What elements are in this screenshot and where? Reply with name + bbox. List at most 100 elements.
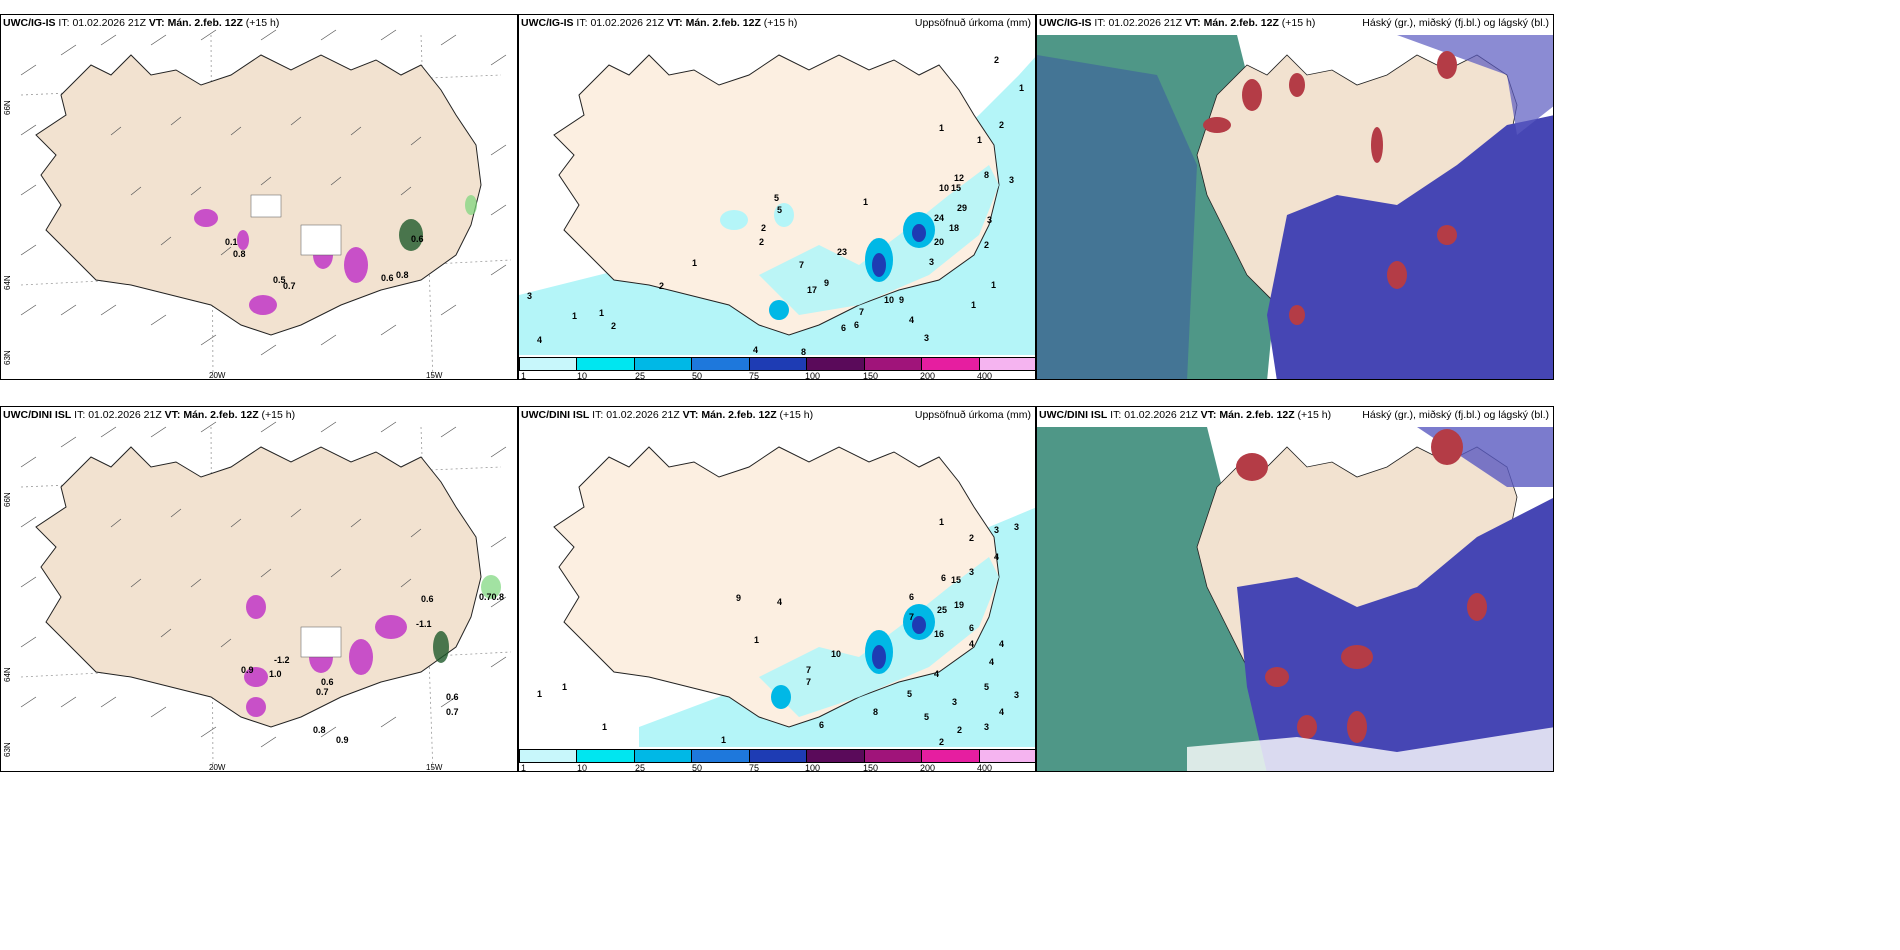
field-label: Háský (gr.), miðský (fj.bl.) og lágský (… xyxy=(1362,409,1549,421)
value-label: 19 xyxy=(954,600,965,610)
legend-swatch xyxy=(807,358,865,370)
value-label: 4 xyxy=(537,335,543,345)
legend-tick: 150 xyxy=(863,763,879,772)
value-label: 0.9 xyxy=(241,665,254,675)
legend-tick: 25 xyxy=(635,371,646,380)
lon-label: 15W xyxy=(426,763,443,772)
value-label: 0.5 xyxy=(273,275,286,285)
value-label: 4 xyxy=(969,639,975,649)
value-label: 7 xyxy=(806,665,812,675)
value-label: 2 xyxy=(659,281,665,291)
value-label: -1.2 xyxy=(274,655,290,665)
legend-swatch xyxy=(577,750,635,762)
value-label: 1 xyxy=(977,135,983,145)
lon-label: 15W xyxy=(426,371,443,380)
legend-tick: 75 xyxy=(749,763,760,772)
panel-bottom-middle-precip: UWC/DINI ISL IT: 01.02.2026 21Z VT: Mán.… xyxy=(518,406,1036,772)
value-label: 2 xyxy=(759,237,765,247)
map-canvas xyxy=(1037,407,1553,771)
value-label: 16 xyxy=(934,629,945,639)
legend-swatch xyxy=(749,750,808,762)
panel-title: UWC/IG-IS IT: 01.02.2026 21Z VT: Mán. 2.… xyxy=(1039,17,1316,29)
value-label: 1 xyxy=(692,258,698,268)
value-label: 2 xyxy=(761,223,767,233)
legend-tick: 100 xyxy=(805,371,821,380)
value-label: 7 xyxy=(859,307,865,317)
value-label: 1 xyxy=(939,517,945,527)
value-label: -1.1 xyxy=(416,619,432,629)
legend-swatch xyxy=(864,358,923,370)
value-label: 5 xyxy=(777,205,783,215)
value-label: 6 xyxy=(819,720,825,730)
legend-tick: 50 xyxy=(692,371,703,380)
value-label: 3 xyxy=(952,697,958,707)
legend-tick: 400 xyxy=(977,763,993,772)
legend-tick: 200 xyxy=(920,763,936,772)
value-label: 3 xyxy=(994,525,1000,535)
value-label: 29 xyxy=(957,203,968,213)
value-label: 1 xyxy=(562,682,568,692)
value-label: 3 xyxy=(527,291,533,301)
value-label: 0.6 xyxy=(446,692,459,702)
precip-legend xyxy=(519,749,1035,763)
value-label: 7 xyxy=(806,677,812,687)
value-label: 4 xyxy=(753,345,759,355)
value-label: 6 xyxy=(941,573,947,583)
map-canvas xyxy=(1037,15,1553,379)
legend-swatch xyxy=(922,750,980,762)
value-label: 3 xyxy=(969,567,975,577)
lat-label: 66N xyxy=(3,492,12,507)
value-label: 1 xyxy=(991,280,997,290)
lat-label: 64N xyxy=(3,667,12,682)
field-label: Uppsöfnuð úrkoma (mm) xyxy=(914,17,1031,29)
legend-swatch xyxy=(520,358,578,370)
map-canvas xyxy=(519,446,1035,771)
legend-swatch xyxy=(979,358,1035,370)
legend-swatch xyxy=(634,358,693,370)
legend-tick: 200 xyxy=(920,371,936,380)
value-label: 9 xyxy=(824,278,830,288)
legend-tick: 10 xyxy=(577,763,588,772)
value-label: 0.7 xyxy=(283,281,296,291)
value-label: 10 xyxy=(831,649,842,659)
legend-swatch xyxy=(749,358,808,370)
value-label: 7 xyxy=(799,260,805,270)
panel-bottom-right-clouds: UWC/DINI ISL IT: 01.02.2026 21Z VT: Mán.… xyxy=(1036,406,1554,772)
value-label: 2 xyxy=(611,321,617,331)
legend-swatch xyxy=(577,358,635,370)
value-label: 0.7 xyxy=(446,707,459,717)
value-label: 15 xyxy=(951,575,962,585)
value-label: 3 xyxy=(1009,175,1015,185)
value-label: 2 xyxy=(957,725,963,735)
value-label: 1 xyxy=(602,722,608,732)
value-label: 2 xyxy=(939,737,945,747)
value-label: 23 xyxy=(837,247,848,257)
value-label: 1 xyxy=(971,300,977,310)
value-label: 0.8 xyxy=(396,270,409,280)
value-label: 20 xyxy=(934,237,945,247)
legend-tick: 1 xyxy=(521,763,527,772)
panel-title: UWC/DINI ISL IT: 01.02.2026 21Z VT: Mán.… xyxy=(3,409,296,421)
panel-bottom-left-wind-temp: UWC/DINI ISL IT: 01.02.2026 21Z VT: Mán.… xyxy=(0,406,518,772)
value-label: 0.70.8 xyxy=(479,592,505,602)
panel-title: UWC/IG-IS IT: 01.02.2026 21Z VT: Mán. 2.… xyxy=(3,17,280,29)
panel-top-middle-precip: UWC/IG-IS IT: 01.02.2026 21Z VT: Mán. 2.… xyxy=(518,14,1036,380)
value-label: 3 xyxy=(987,215,993,225)
value-label: 0.6 xyxy=(321,677,334,687)
lon-label: 20W xyxy=(209,371,226,380)
value-label: 18 xyxy=(949,223,960,233)
lat-label: 64N xyxy=(3,275,12,290)
value-label: 6 xyxy=(841,323,847,333)
legend-tick: 10 xyxy=(577,371,588,380)
value-label: 0.8 xyxy=(313,725,326,735)
value-label: 1 xyxy=(721,735,727,745)
lat-label: 63N xyxy=(3,742,12,757)
value-label: 0.1 xyxy=(225,237,238,247)
value-label: 1 xyxy=(939,123,945,133)
value-label: 0.6 xyxy=(421,594,434,604)
value-label: 0.6 xyxy=(381,273,394,283)
value-label: 1 xyxy=(572,311,578,321)
value-label: 17 xyxy=(807,285,818,295)
value-label: 4 xyxy=(994,552,1000,562)
value-label: 6 xyxy=(969,623,975,633)
